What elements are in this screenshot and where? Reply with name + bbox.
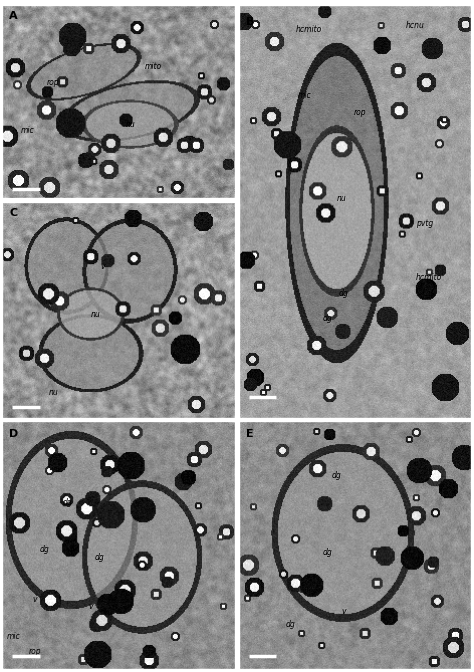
Text: nu: nu [336, 194, 346, 204]
Text: rop: rop [47, 78, 60, 87]
Text: mito: mito [145, 62, 162, 71]
Text: dg: dg [95, 553, 105, 562]
Text: v: v [341, 607, 346, 616]
Text: mic: mic [297, 91, 311, 100]
Text: nu: nu [125, 120, 135, 129]
Text: dg: dg [332, 471, 341, 480]
Text: pvtg: pvtg [416, 219, 433, 228]
Text: rop: rop [28, 647, 41, 656]
Text: v: v [33, 595, 37, 604]
Text: dg: dg [338, 290, 348, 298]
Text: hcmito: hcmito [416, 273, 442, 282]
Text: hcnu: hcnu [406, 21, 425, 30]
Text: hcmito: hcmito [296, 25, 322, 34]
Text: C: C [9, 208, 18, 218]
Text: dg: dg [285, 620, 295, 628]
Text: mic: mic [21, 126, 35, 135]
Text: rop: rop [353, 108, 366, 117]
Text: dg: dg [63, 499, 72, 507]
Text: v: v [100, 262, 104, 271]
Text: v: v [88, 602, 93, 612]
Text: mic: mic [7, 632, 21, 641]
Text: dg: dg [322, 548, 332, 557]
Text: B: B [246, 17, 255, 27]
Text: E: E [246, 429, 254, 439]
Text: dg: dg [322, 314, 332, 323]
Text: nu: nu [49, 388, 58, 396]
Text: D: D [9, 429, 18, 439]
Text: nu: nu [91, 310, 100, 319]
Text: A: A [9, 11, 18, 21]
Text: dg: dg [39, 546, 49, 554]
